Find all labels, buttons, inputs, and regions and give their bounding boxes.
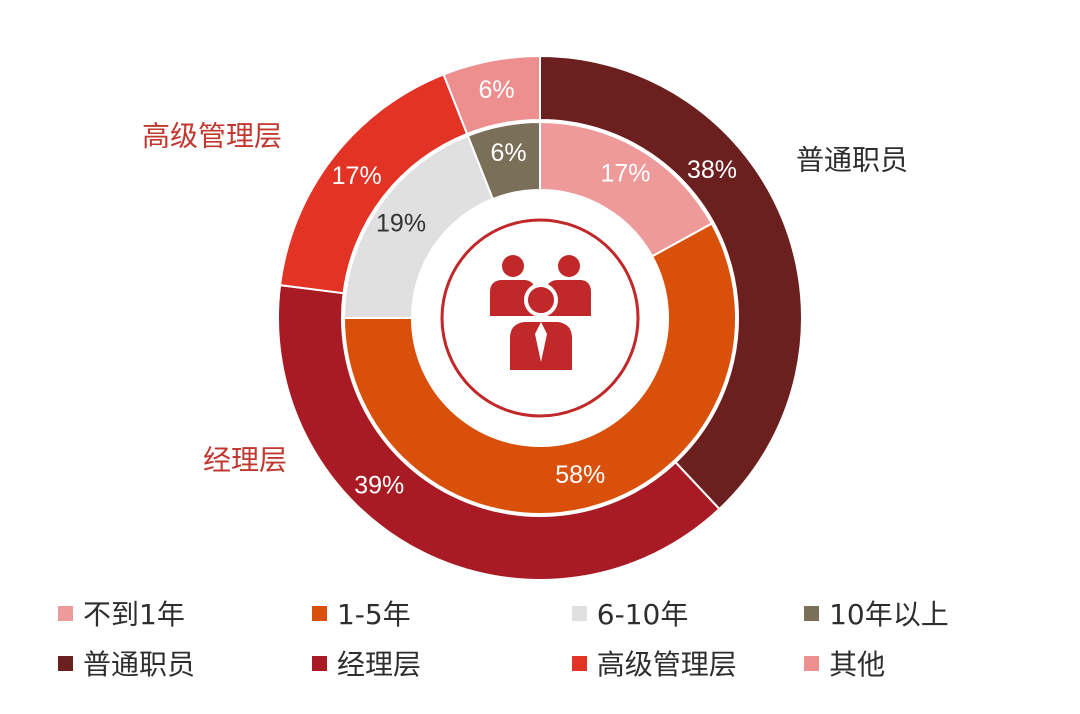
outer-slice-label: 39% — [354, 471, 404, 499]
legend-item: 经理层 — [311, 643, 572, 683]
legend-label: 10年以上 — [829, 598, 949, 631]
legend-label: 1-5年 — [336, 598, 411, 631]
legend-item: 不到1年 — [58, 593, 312, 633]
legend-label: 普通职员 — [83, 648, 196, 681]
legend-swatch — [311, 605, 327, 621]
outer-slice-普通职员 — [539, 54, 803, 511]
legend-label: 6-10年 — [596, 598, 689, 631]
inner-slice-1-5年 — [342, 222, 737, 515]
legend-label: 其他 — [829, 648, 886, 681]
legend-item: 6-10年 — [571, 593, 804, 633]
legend-label: 高级管理层 — [596, 648, 737, 681]
people-group-icon — [490, 255, 591, 374]
inner-ring — [342, 120, 737, 515]
legend-swatch — [804, 605, 820, 621]
outer-slice-label: 17% — [332, 162, 382, 190]
legend-swatch — [311, 655, 327, 671]
slice-labels: 17% 58% 19% 6% 38% 39% 17% 6% — [332, 76, 737, 499]
legend-swatch — [571, 605, 587, 621]
legend: 不到1年 1-5年 6-10年 10年以上 普通职员 经理层 高级管理层 — [58, 588, 1058, 688]
inner-slice-label: 17% — [600, 159, 650, 187]
inner-slice-10年以上 — [466, 120, 541, 201]
outer-ring — [277, 54, 803, 581]
outer-slice-label: 38% — [687, 156, 737, 184]
legend-swatch — [58, 655, 73, 671]
category-label: 普通职员 — [796, 144, 908, 177]
legend-item: 其他 — [804, 643, 1058, 683]
outer-slice-经理层 — [277, 284, 721, 581]
outer-slice-label: 6% — [478, 76, 514, 104]
legend-swatch — [571, 655, 587, 671]
legend-item: 10年以上 — [804, 593, 1058, 633]
legend-item: 高级管理层 — [571, 643, 804, 683]
legend-item: 1-5年 — [311, 593, 572, 633]
outer-slice-其他 — [442, 54, 541, 136]
legend-item: 普通职员 — [58, 643, 312, 683]
inner-slice-label: 19% — [376, 210, 426, 238]
legend-label: 不到1年 — [83, 598, 185, 631]
legend-row-1: 不到1年 1-5年 6-10年 10年以上 — [58, 588, 1058, 638]
legend-row-2: 普通职员 经理层 高级管理层 其他 — [58, 638, 1058, 688]
legend-swatch — [804, 655, 820, 671]
inner-slice-label: 6% — [490, 139, 526, 167]
legend-swatch — [58, 605, 73, 621]
category-label: 高级管理层 — [142, 120, 282, 153]
inner-slice-label: 58% — [555, 461, 605, 489]
category-label: 经理层 — [203, 444, 287, 477]
legend-label: 经理层 — [336, 648, 421, 681]
